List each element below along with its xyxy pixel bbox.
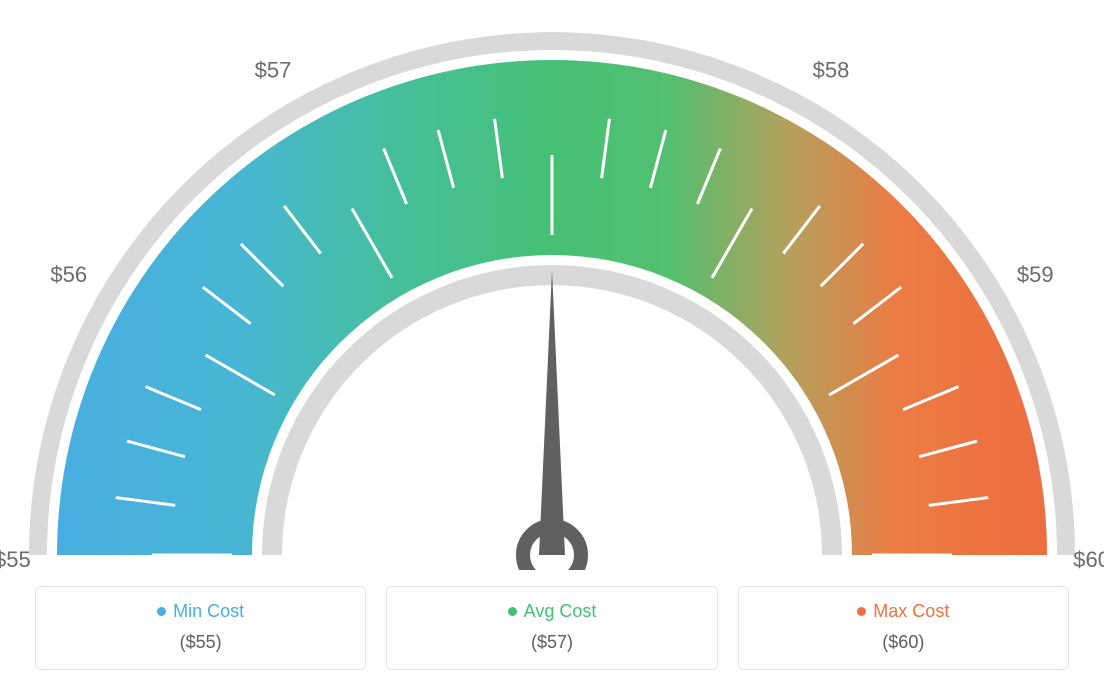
svg-text:$57: $57 <box>255 58 292 83</box>
gauge-chart: $55$56$57$57$58$59$60 <box>0 10 1104 570</box>
legend-min: Min Cost ($55) <box>35 586 366 670</box>
legend-avg: Avg Cost ($57) <box>386 586 717 670</box>
legend-avg-label: Avg Cost <box>508 601 597 622</box>
legend-row: Min Cost ($55) Avg Cost ($57) Max Cost (… <box>35 586 1069 670</box>
gauge-infographic: $55$56$57$57$58$59$60 Min Cost ($55) Avg… <box>0 0 1104 690</box>
legend-min-label: Min Cost <box>157 601 244 622</box>
legend-max-value: ($60) <box>749 632 1058 653</box>
svg-text:$56: $56 <box>50 262 87 287</box>
svg-text:$60: $60 <box>1073 547 1104 570</box>
legend-max: Max Cost ($60) <box>738 586 1069 670</box>
legend-label-text: Max Cost <box>873 601 949 622</box>
dot-icon <box>157 607 166 616</box>
legend-label-text: Min Cost <box>173 601 244 622</box>
svg-text:$58: $58 <box>813 58 850 83</box>
dot-icon <box>857 607 866 616</box>
legend-avg-value: ($57) <box>397 632 706 653</box>
dot-icon <box>508 607 517 616</box>
svg-text:$59: $59 <box>1017 262 1054 287</box>
legend-min-value: ($55) <box>46 632 355 653</box>
legend-max-label: Max Cost <box>857 601 949 622</box>
legend-label-text: Avg Cost <box>524 601 597 622</box>
svg-text:$55: $55 <box>0 547 31 570</box>
